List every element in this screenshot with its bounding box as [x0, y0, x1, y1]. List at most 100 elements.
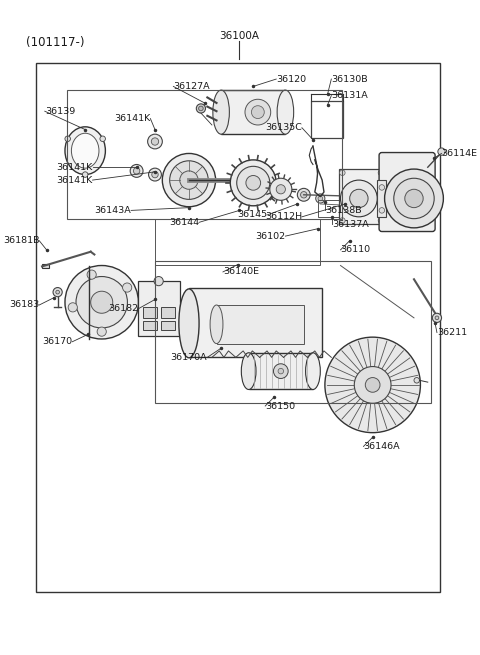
Bar [143, 307, 157, 318]
Ellipse shape [213, 90, 229, 134]
Circle shape [133, 168, 140, 174]
Text: 36131A: 36131A [331, 91, 368, 100]
Circle shape [53, 288, 62, 297]
Text: 36144: 36144 [169, 218, 199, 227]
Circle shape [148, 168, 161, 181]
Circle shape [379, 208, 384, 213]
Circle shape [65, 265, 138, 339]
Circle shape [378, 217, 384, 223]
Circle shape [122, 283, 132, 292]
Circle shape [300, 191, 307, 198]
Text: 36120: 36120 [276, 75, 306, 84]
Circle shape [68, 303, 77, 312]
Circle shape [65, 136, 71, 141]
Circle shape [152, 172, 158, 178]
Ellipse shape [210, 305, 223, 344]
Circle shape [130, 164, 143, 178]
Circle shape [384, 169, 444, 228]
Circle shape [151, 138, 159, 145]
Circle shape [196, 104, 205, 113]
Circle shape [354, 367, 391, 403]
Bar [221, 90, 286, 134]
Text: 36127A: 36127A [173, 82, 210, 91]
Text: 36143A: 36143A [95, 206, 131, 215]
Circle shape [339, 170, 345, 176]
Text: 36145: 36145 [237, 210, 267, 219]
Text: 36139: 36139 [45, 107, 75, 116]
Circle shape [274, 364, 288, 379]
Circle shape [414, 377, 420, 383]
Text: 36135C: 36135C [265, 123, 302, 132]
Text: 36140E: 36140E [223, 267, 259, 276]
Ellipse shape [246, 176, 261, 190]
Text: 36182: 36182 [108, 304, 138, 313]
Circle shape [278, 368, 284, 374]
Circle shape [438, 148, 445, 155]
Bar [143, 320, 157, 330]
Ellipse shape [65, 127, 106, 175]
Bar [67, 90, 342, 219]
Text: 36100A: 36100A [219, 31, 260, 41]
Circle shape [270, 178, 292, 200]
Bar [216, 305, 304, 344]
Text: 36141K: 36141K [56, 162, 93, 172]
Text: 36170A: 36170A [171, 353, 207, 362]
Ellipse shape [252, 105, 264, 119]
Text: 36146A: 36146A [363, 442, 400, 451]
Ellipse shape [277, 90, 294, 134]
Circle shape [379, 185, 384, 190]
Bar [339, 169, 384, 224]
Circle shape [148, 134, 162, 149]
Text: 36114E: 36114E [442, 149, 478, 158]
Circle shape [432, 313, 442, 322]
Ellipse shape [162, 153, 216, 207]
Text: 36138B: 36138B [325, 206, 361, 215]
Ellipse shape [179, 289, 199, 358]
Circle shape [340, 180, 377, 217]
Circle shape [100, 136, 106, 141]
Circle shape [405, 189, 423, 208]
Text: 36150: 36150 [265, 402, 295, 411]
Circle shape [297, 189, 310, 201]
Ellipse shape [72, 133, 99, 168]
Circle shape [56, 290, 60, 294]
Circle shape [316, 194, 325, 203]
Text: 36130B: 36130B [331, 75, 368, 84]
Ellipse shape [230, 160, 276, 206]
Bar [161, 320, 175, 330]
Bar [155, 261, 431, 403]
Ellipse shape [180, 171, 198, 189]
Circle shape [339, 217, 345, 223]
Circle shape [365, 377, 380, 392]
Circle shape [435, 316, 439, 320]
Bar [36, 64, 440, 591]
Text: 36181B: 36181B [3, 236, 39, 245]
Ellipse shape [169, 161, 208, 199]
Text: 36112H: 36112H [265, 212, 302, 221]
Text: 36137A: 36137A [332, 219, 369, 229]
Circle shape [350, 189, 368, 208]
Bar [155, 219, 320, 265]
Circle shape [318, 196, 323, 200]
Text: 36141K: 36141K [114, 114, 150, 123]
Circle shape [97, 327, 106, 336]
Text: 36102: 36102 [255, 232, 286, 240]
Circle shape [83, 172, 88, 178]
Text: 36110: 36110 [340, 246, 371, 254]
Text: 36141K: 36141K [56, 176, 93, 185]
Circle shape [199, 106, 203, 111]
Text: (101117-): (101117-) [26, 36, 85, 49]
FancyBboxPatch shape [379, 153, 435, 231]
Bar [161, 307, 175, 318]
Circle shape [91, 291, 113, 313]
Ellipse shape [306, 353, 320, 390]
Bar [189, 288, 322, 358]
Circle shape [76, 276, 127, 328]
Bar [377, 180, 386, 217]
Circle shape [87, 270, 96, 279]
Ellipse shape [241, 353, 256, 390]
Ellipse shape [245, 100, 271, 125]
Text: 36183: 36183 [9, 301, 39, 310]
Circle shape [276, 185, 286, 194]
Circle shape [394, 178, 434, 219]
